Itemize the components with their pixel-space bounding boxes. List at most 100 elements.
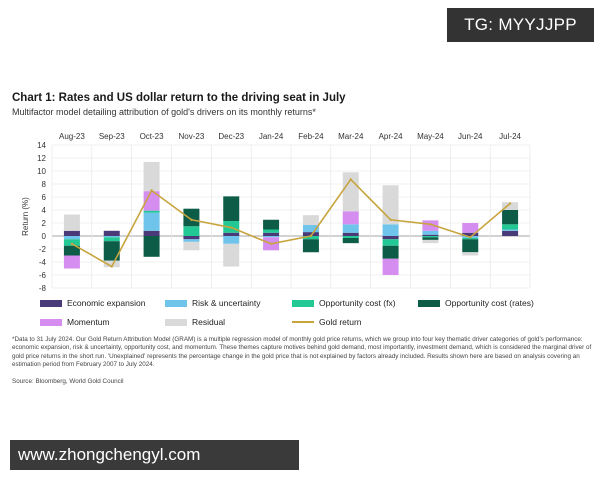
bar-economic-expansion-nov-23 [183, 236, 200, 240]
bar-opportunity-cost-rates-nov-23 [183, 208, 200, 227]
bar-risk-uncertainty-may-24 [422, 230, 439, 235]
bar-opportunity-cost-fx-jul-24 [502, 224, 519, 230]
bar-opportunity-cost-rates-dec-23 [223, 196, 240, 222]
legend-item-opportunity-cost-rates: Opportunity cost (rates) [418, 298, 534, 308]
x-tick-label: Aug-23 [59, 132, 85, 141]
bar-opportunity-cost-rates-mar-24 [342, 237, 359, 244]
bar-momentum-mar-24 [342, 211, 359, 225]
bar-risk-uncertainty-jan-24 [263, 236, 280, 238]
x-tick-label: Oct-23 [140, 132, 165, 141]
source-note: Source: Bloomberg, World Gold Council [12, 378, 124, 385]
x-tick-label: Jan-24 [259, 132, 284, 141]
gold-return-point [150, 189, 153, 192]
y-tick-label: 4 [42, 206, 47, 215]
gold-return-point [469, 236, 472, 239]
gold-return-point [269, 242, 273, 245]
legend-item-residual: Residual [165, 317, 225, 327]
y-tick-label: -6 [39, 271, 47, 280]
gold-return-point [429, 223, 432, 226]
bar-residual-feb-24 [302, 215, 319, 225]
y-axis-label: Return (%) [21, 197, 30, 236]
watermark-bottom: www.zhongchengyl.com [10, 440, 299, 470]
bar-risk-uncertainty-jul-24 [502, 229, 519, 231]
bar-opportunity-cost-fx-may-24 [422, 236, 439, 238]
bar-momentum-apr-24 [382, 258, 399, 275]
y-tick-label: 10 [37, 167, 46, 176]
legend-item-gold-return: Gold return [292, 317, 362, 327]
y-tick-label: -2 [39, 245, 47, 254]
bar-risk-uncertainty-mar-24 [342, 224, 359, 233]
gold-return-point [190, 218, 193, 221]
bar-momentum-aug-23 [63, 255, 80, 269]
bar-opportunity-cost-rates-aug-23 [63, 245, 80, 256]
bar-economic-expansion-aug-23 [63, 230, 80, 236]
bar-opportunity-cost-fx-aug-23 [63, 239, 80, 246]
bar-residual-nov-23 [183, 241, 200, 251]
bar-economic-expansion-jan-24 [263, 232, 280, 236]
bar-opportunity-cost-fx-jun-24 [462, 237, 479, 240]
bar-residual-aug-23 [63, 214, 80, 231]
y-tick-label: 2 [42, 219, 47, 228]
bar-momentum-may-24 [422, 220, 439, 231]
bar-economic-expansion-jul-24 [502, 230, 519, 236]
bar-opportunity-cost-rates-may-24 [422, 237, 439, 240]
bar-opportunity-cost-fx-jan-24 [263, 229, 280, 233]
bar-economic-expansion-jun-24 [462, 232, 479, 236]
legend-swatch [165, 318, 187, 326]
legend-label: Momentum [67, 317, 110, 327]
x-tick-label: Jun-24 [458, 132, 483, 141]
gold-return-point [70, 242, 74, 245]
legend-item-opportunity-cost-fx: Opportunity cost (fx) [292, 298, 396, 308]
bar-opportunity-cost-rates-apr-24 [382, 245, 399, 259]
gold-return-point [389, 218, 392, 221]
bar-opportunity-cost-fx-nov-23 [183, 226, 200, 236]
x-tick-label: Apr-24 [379, 132, 404, 141]
bar-risk-uncertainty-feb-24 [302, 224, 319, 233]
gold-return-line [71, 178, 511, 268]
bar-opportunity-cost-rates-feb-24 [302, 239, 319, 253]
bar-residual-jun-24 [462, 252, 479, 256]
bar-opportunity-cost-rates-jan-24 [263, 219, 280, 230]
legend-swatch [40, 299, 62, 307]
legend-swatch [40, 318, 62, 326]
chart-svg: -8 -6 -4 -2 0 2 4 6 8 10 12 14 Aug-23 Sep-23 Oct-23 Nov… [21, 132, 531, 293]
bar-residual-apr-24 [382, 185, 399, 225]
chart-subtitle: Multifactor model detailing attribution … [12, 107, 316, 117]
bar-risk-uncertainty-dec-23 [223, 236, 240, 244]
gold-return-point [309, 234, 313, 238]
y-tick-label: -4 [39, 258, 47, 267]
bar-opportunity-cost-fx-mar-24 [342, 236, 359, 238]
bar-risk-uncertainty-oct-23 [143, 212, 160, 231]
legend-swatch [292, 299, 314, 307]
y-tick-label: 14 [37, 141, 46, 150]
bar-risk-uncertainty-aug-23 [63, 236, 80, 240]
legend-label: Risk & uncertainty [192, 298, 261, 308]
legend-label: Residual [192, 317, 226, 327]
bar-momentum-jun-24 [462, 223, 479, 233]
legend-item-economic-expansion: Economic expansion [40, 298, 145, 308]
y-tick-label: 0 [42, 232, 47, 241]
bar-residual-jul-24 [502, 202, 519, 210]
y-tick-label: 8 [42, 180, 47, 189]
gold-return-point [110, 265, 113, 268]
legend-swatch [292, 321, 314, 323]
bar-residual-sep-23 [103, 260, 120, 268]
legend-swatch [418, 299, 440, 307]
bar-opportunity-cost-fx-feb-24 [302, 236, 319, 240]
bar-economic-expansion-sep-23 [103, 230, 120, 236]
bar-residual-oct-23 [143, 161, 160, 192]
legend-label: Economic expansion [67, 298, 146, 308]
legend-item-momentum: Momentum [40, 317, 110, 327]
x-tick-label: May-24 [417, 132, 444, 141]
bar-economic-expansion-apr-24 [382, 236, 399, 240]
legend-swatch [165, 299, 187, 307]
legend-item-risk-uncertainty: Risk & uncertainty [165, 298, 261, 308]
legend-label: Opportunity cost (fx) [319, 298, 396, 308]
bar-opportunity-cost-fx-oct-23 [143, 210, 160, 213]
bar-opportunity-cost-rates-jul-24 [502, 210, 519, 225]
bar-opportunity-cost-rates-sep-23 [103, 241, 120, 261]
bar-opportunity-cost-fx-sep-23 [103, 237, 120, 242]
legend-label: Gold return [319, 317, 362, 327]
x-tick-label: Jul-24 [499, 132, 521, 141]
bar-economic-expansion-mar-24 [342, 232, 359, 236]
